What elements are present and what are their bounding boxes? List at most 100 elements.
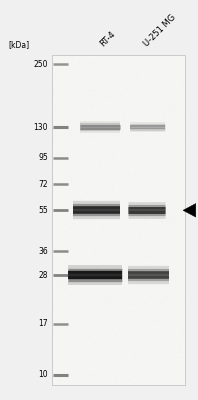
Point [86, 229, 89, 236]
Point [157, 301, 160, 308]
Point [87, 240, 90, 246]
Point [81, 117, 84, 123]
Point [57, 221, 60, 228]
Point [132, 136, 135, 143]
Point [63, 266, 66, 272]
Point [93, 163, 96, 170]
Point [51, 335, 54, 342]
Point [153, 91, 157, 98]
Point [59, 322, 63, 329]
Point [72, 212, 75, 218]
Point [54, 136, 57, 142]
Point [68, 170, 71, 176]
Point [93, 94, 96, 100]
Point [80, 81, 83, 87]
Point [164, 309, 167, 316]
Point [126, 86, 129, 92]
Point [59, 380, 62, 386]
Point [92, 320, 95, 326]
Point [166, 321, 169, 327]
Point [166, 170, 169, 176]
Point [88, 165, 91, 172]
Point [93, 249, 96, 256]
Point [66, 135, 69, 141]
Point [82, 328, 85, 335]
Point [120, 349, 123, 356]
Point [79, 188, 82, 195]
Point [78, 186, 81, 193]
Point [88, 242, 91, 248]
Point [171, 300, 174, 306]
Point [109, 272, 112, 278]
Point [177, 309, 180, 316]
Point [180, 201, 184, 207]
Point [162, 297, 165, 304]
Point [65, 194, 68, 200]
Point [163, 242, 166, 249]
Point [117, 323, 120, 330]
Point [166, 188, 169, 195]
Point [57, 74, 61, 81]
Point [144, 282, 147, 288]
Point [128, 358, 131, 364]
Point [130, 290, 133, 296]
Point [144, 96, 147, 102]
Point [69, 254, 72, 261]
Point [145, 266, 148, 272]
Point [112, 220, 115, 226]
Point [123, 100, 126, 106]
Point [62, 158, 65, 165]
Point [139, 332, 142, 339]
Point [52, 150, 55, 157]
Point [142, 77, 145, 84]
Point [157, 129, 160, 135]
Point [180, 372, 183, 378]
Point [85, 273, 88, 280]
Point [52, 260, 55, 266]
Point [90, 304, 93, 311]
Point [159, 183, 163, 189]
Point [90, 240, 93, 247]
Point [107, 59, 110, 65]
Point [81, 304, 84, 311]
Point [63, 313, 66, 319]
Point [91, 78, 94, 85]
Point [78, 56, 81, 63]
Point [113, 200, 116, 206]
Point [118, 244, 121, 250]
Point [91, 223, 94, 230]
Point [60, 133, 63, 140]
Point [51, 136, 54, 142]
Point [64, 53, 67, 59]
Point [88, 88, 91, 94]
Point [133, 251, 136, 257]
Point [101, 282, 105, 289]
Point [103, 184, 106, 190]
Point [72, 208, 75, 214]
Point [160, 281, 163, 287]
Point [146, 108, 149, 115]
Point [88, 317, 91, 323]
Point [178, 151, 181, 158]
Point [87, 202, 90, 209]
Point [126, 261, 129, 268]
Point [120, 236, 123, 242]
Point [69, 372, 72, 378]
Point [108, 56, 111, 63]
Point [163, 203, 166, 210]
Point [105, 154, 108, 160]
Point [122, 306, 125, 313]
Point [144, 228, 148, 234]
Point [172, 215, 175, 221]
Point [120, 108, 123, 114]
Point [98, 161, 101, 168]
Point [66, 247, 69, 254]
Point [167, 158, 170, 165]
Point [140, 379, 143, 386]
Point [82, 107, 85, 113]
Point [88, 352, 91, 359]
Point [101, 123, 104, 130]
Point [169, 214, 172, 220]
Point [105, 142, 108, 148]
Point [81, 300, 85, 307]
